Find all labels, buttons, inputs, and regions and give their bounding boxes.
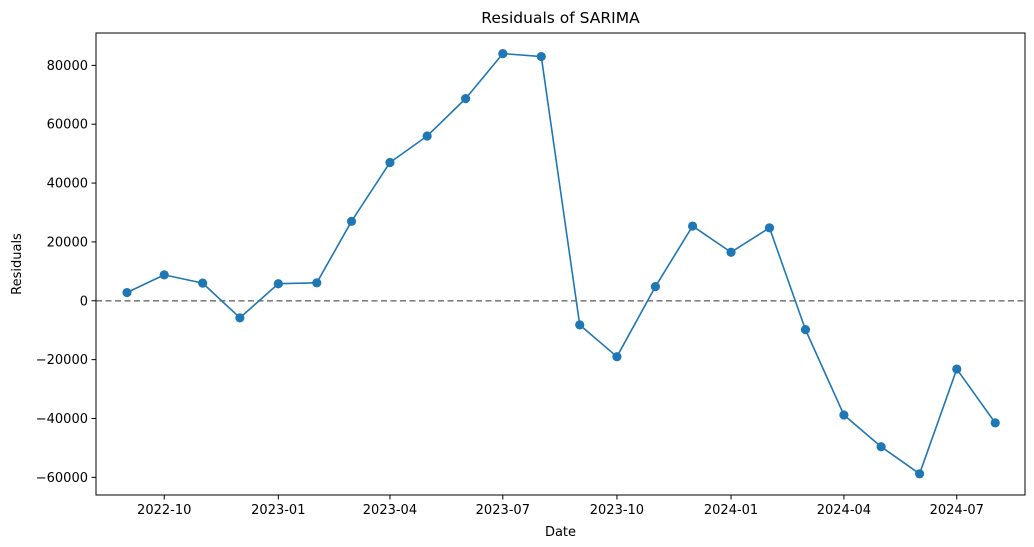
data-point (650, 282, 660, 292)
data-point (687, 221, 698, 231)
data-point (990, 418, 1000, 428)
data-point (159, 270, 169, 280)
plot-area (96, 49, 1025, 479)
y-tick-label: 20000 (47, 235, 88, 250)
residuals-series-line (126, 52, 996, 475)
data-point (422, 131, 432, 141)
y-axis: −60000 −40000 −20000 0 20000 40000 60000 80000 (36, 59, 96, 486)
data-point (800, 325, 811, 335)
y-tick-label: −20000 (36, 353, 88, 368)
data-point (612, 352, 622, 362)
data-point (876, 442, 886, 452)
y-axis-label: Residuals (10, 233, 25, 295)
x-axis: 2022-10 2023-01 2023-04 2023-07 2023-10 2024-… (137, 495, 984, 518)
y-tick-label: 0 (80, 294, 88, 309)
x-tick-label: 2022-10 (137, 503, 191, 518)
data-point (273, 279, 283, 289)
chart-title: Residuals of SARIMA (481, 9, 640, 27)
data-point (914, 469, 925, 479)
data-point (726, 247, 736, 257)
data-point (385, 157, 395, 168)
x-tick-label: 2024-04 (817, 503, 871, 518)
data-point (122, 287, 132, 298)
data-point (461, 94, 471, 104)
data-point (498, 49, 508, 59)
data-point (312, 278, 322, 288)
data-point (839, 410, 849, 420)
data-point (536, 51, 546, 62)
y-tick-label: 40000 (47, 177, 88, 192)
data-point (235, 313, 245, 323)
x-tick-label: 2024-07 (930, 503, 984, 518)
x-axis-label: Date (545, 525, 576, 540)
x-tick-label: 2023-01 (251, 503, 305, 518)
x-tick-label: 2023-10 (590, 503, 644, 518)
x-tick-label: 2023-07 (476, 503, 530, 518)
data-point (575, 320, 585, 330)
y-tick-label: 60000 (47, 118, 88, 133)
x-tick-label: 2024-01 (704, 503, 758, 518)
data-point (198, 278, 208, 288)
x-tick-label: 2023-04 (363, 503, 417, 518)
data-point (952, 364, 962, 374)
data-point (346, 216, 357, 226)
axes-frame (95, 32, 1026, 496)
data-point (764, 223, 775, 233)
y-tick-label: −40000 (36, 412, 88, 427)
y-tick-label: 80000 (47, 59, 88, 74)
y-tick-label: −60000 (36, 471, 88, 486)
